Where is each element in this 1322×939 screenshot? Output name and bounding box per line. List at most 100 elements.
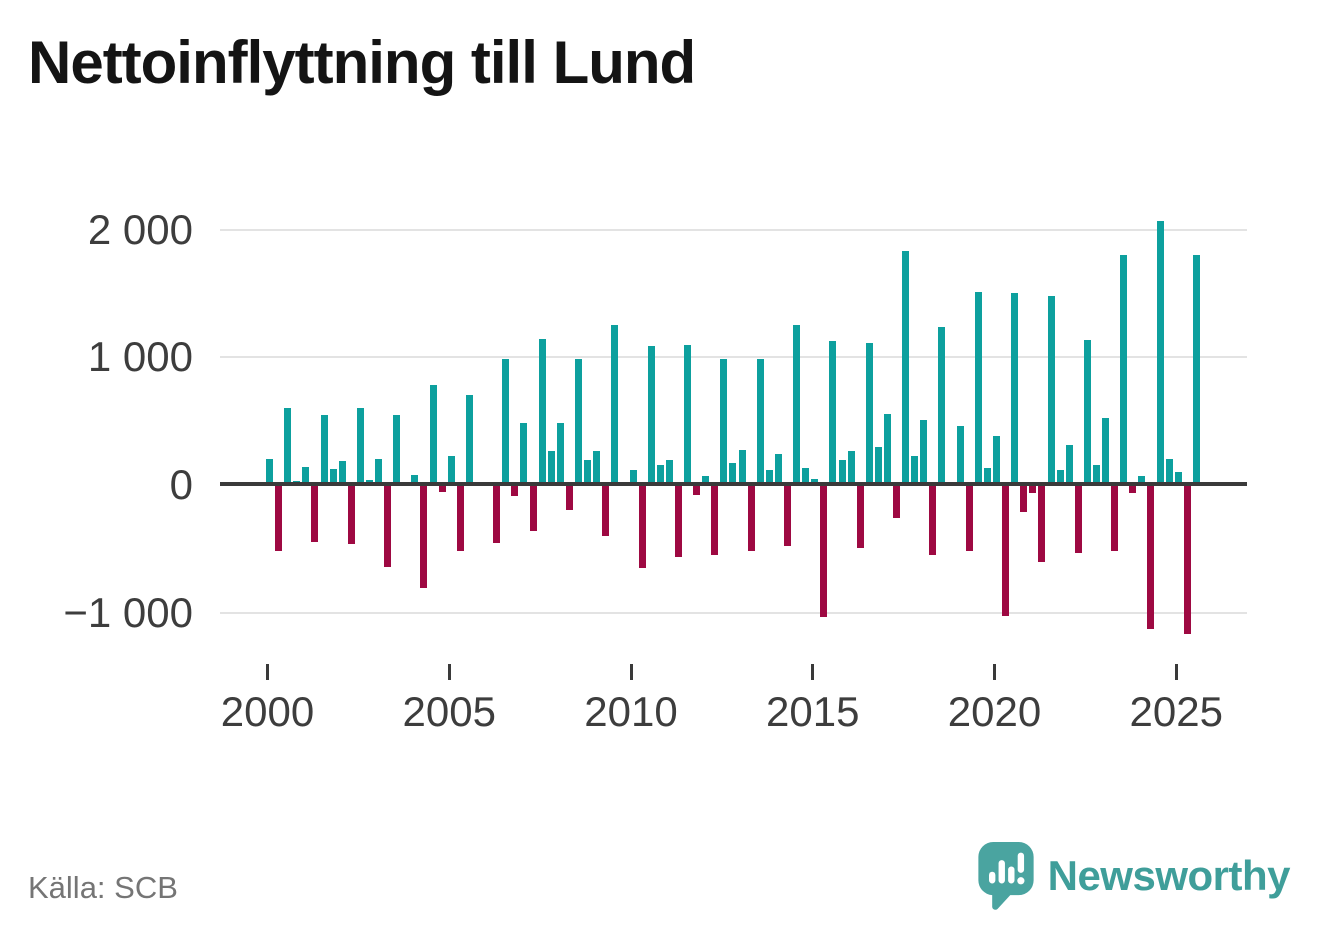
bar-2002-q2 bbox=[347, 485, 355, 545]
bar-2023-q1 bbox=[1102, 417, 1110, 485]
newsworthy-wordmark: Newsworthy bbox=[1047, 852, 1291, 899]
bar-2011-q4 bbox=[693, 485, 701, 495]
bar-2008-q2 bbox=[565, 485, 573, 510]
bar-2007-q2 bbox=[529, 485, 537, 531]
bar-2017-q1 bbox=[883, 414, 891, 485]
bar-2017-q4 bbox=[911, 456, 919, 485]
bar-2014-q3 bbox=[793, 325, 801, 485]
bar-2020-q1 bbox=[993, 435, 1000, 485]
bar-2020-q3 bbox=[1011, 293, 1019, 485]
x-tick bbox=[993, 664, 996, 680]
bar-2016-q2 bbox=[856, 485, 864, 549]
bar-2019-q3 bbox=[974, 292, 982, 485]
bar-2023-q4 bbox=[1129, 485, 1137, 493]
bar-2023-q2 bbox=[1111, 485, 1119, 552]
bar-2011-q3 bbox=[684, 344, 692, 485]
bar-2001-q2 bbox=[311, 485, 319, 543]
bar-2006-q4 bbox=[511, 485, 519, 496]
zero-axis-line bbox=[220, 482, 1247, 486]
bar-2021-q1 bbox=[1029, 485, 1037, 494]
bar-2024-q2 bbox=[1147, 485, 1155, 630]
bar-2007-q3 bbox=[538, 339, 546, 485]
bar-2015-q4 bbox=[838, 460, 846, 485]
bar-2011-q2 bbox=[674, 485, 682, 557]
bar-2024-q3 bbox=[1156, 220, 1164, 485]
bar-2020-q2 bbox=[1002, 485, 1010, 616]
bar-2004-q2 bbox=[420, 485, 428, 588]
x-tick-label: 2005 bbox=[402, 688, 496, 735]
bar-2005-q2 bbox=[456, 485, 464, 551]
bar-2006-q3 bbox=[502, 358, 510, 485]
bar-2010-q2 bbox=[638, 485, 646, 568]
bar-2018-q1 bbox=[920, 419, 928, 485]
bar-2013-q3 bbox=[756, 359, 764, 485]
x-tick-label: 2015 bbox=[766, 688, 860, 735]
bar-2004-q1 bbox=[411, 475, 419, 485]
bar-2024-q4 bbox=[1165, 459, 1173, 485]
newsworthy-speech-bubble-chart-icon bbox=[977, 842, 1034, 910]
bar-2004-q3 bbox=[429, 384, 437, 485]
bar-2016-q4 bbox=[874, 447, 882, 485]
y-tick-label: 1 000 bbox=[87, 333, 193, 381]
bar-2025-q1 bbox=[1174, 471, 1182, 485]
bar-2002-q1 bbox=[338, 460, 346, 485]
bar-2005-q3 bbox=[465, 394, 473, 485]
bar-2016-q3 bbox=[865, 343, 873, 485]
bar-2014-q1 bbox=[774, 453, 782, 485]
bar-2007-q1 bbox=[520, 423, 528, 485]
gridline bbox=[220, 611, 1247, 614]
x-tick bbox=[1174, 664, 1178, 680]
bar-2005-q1 bbox=[447, 455, 455, 485]
bar-2008-q4 bbox=[584, 460, 592, 485]
bar-2004-q4 bbox=[438, 485, 446, 493]
bar-2018-q2 bbox=[929, 485, 937, 556]
bar-2015-q1 bbox=[811, 478, 819, 485]
bar-2012-q3 bbox=[720, 358, 728, 485]
bar-2000-q2 bbox=[275, 485, 283, 552]
bar-2010-q3 bbox=[647, 346, 655, 485]
bar-2001-q4 bbox=[329, 469, 337, 485]
x-tick-label: 2000 bbox=[220, 688, 315, 735]
bar-2012-q1 bbox=[702, 476, 710, 485]
bar-2008-q1 bbox=[556, 423, 564, 485]
bar-2000-q1 bbox=[266, 459, 273, 485]
bar-2022-q3 bbox=[1083, 340, 1091, 485]
y-tick-label: 2 000 bbox=[87, 205, 193, 253]
bar-2022-q2 bbox=[1074, 485, 1082, 554]
source-text: Källa: SCB bbox=[28, 870, 178, 905]
chart-title: Nettoinflyttning till Lund bbox=[28, 29, 696, 96]
x-tick-label: 2010 bbox=[584, 688, 678, 735]
bar-2017-q2 bbox=[893, 485, 901, 519]
bar-2002-q3 bbox=[356, 408, 364, 485]
bar-2016-q1 bbox=[847, 451, 855, 485]
bar-2014-q2 bbox=[783, 485, 791, 547]
bar-2012-q2 bbox=[711, 485, 719, 556]
bar-2025-q2 bbox=[1183, 485, 1191, 635]
bar-2015-q3 bbox=[829, 340, 837, 485]
bar-2000-q3 bbox=[284, 407, 292, 485]
x-tick-label: 2025 bbox=[1129, 688, 1223, 735]
bar-2010-q4 bbox=[656, 464, 664, 485]
y-tick-label: −1 000 bbox=[63, 588, 193, 636]
bar-2020-q4 bbox=[1020, 485, 1028, 512]
gridline bbox=[220, 356, 1247, 359]
bar-2001-q3 bbox=[320, 414, 328, 485]
bar-2006-q2 bbox=[493, 485, 501, 544]
x-tick bbox=[447, 664, 451, 680]
bar-2025-q3 bbox=[1192, 255, 1200, 485]
bar-2012-q4 bbox=[729, 462, 737, 485]
bar-2022-q1 bbox=[1065, 444, 1073, 485]
bar-2007-q4 bbox=[547, 451, 555, 485]
bar-2022-q4 bbox=[1092, 464, 1100, 485]
bar-2021-q2 bbox=[1038, 485, 1046, 562]
bar-2003-q3 bbox=[393, 415, 401, 485]
bar-2019-q4 bbox=[983, 467, 991, 485]
bar-2023-q3 bbox=[1120, 255, 1128, 485]
bar-2019-q2 bbox=[965, 485, 973, 552]
newsworthy-brand: Newsworthy bbox=[977, 842, 1291, 910]
bar-2017-q3 bbox=[902, 250, 910, 485]
bar-2003-q2 bbox=[384, 485, 392, 567]
bar-2019-q1 bbox=[956, 426, 964, 485]
bar-2013-q1 bbox=[738, 449, 746, 485]
